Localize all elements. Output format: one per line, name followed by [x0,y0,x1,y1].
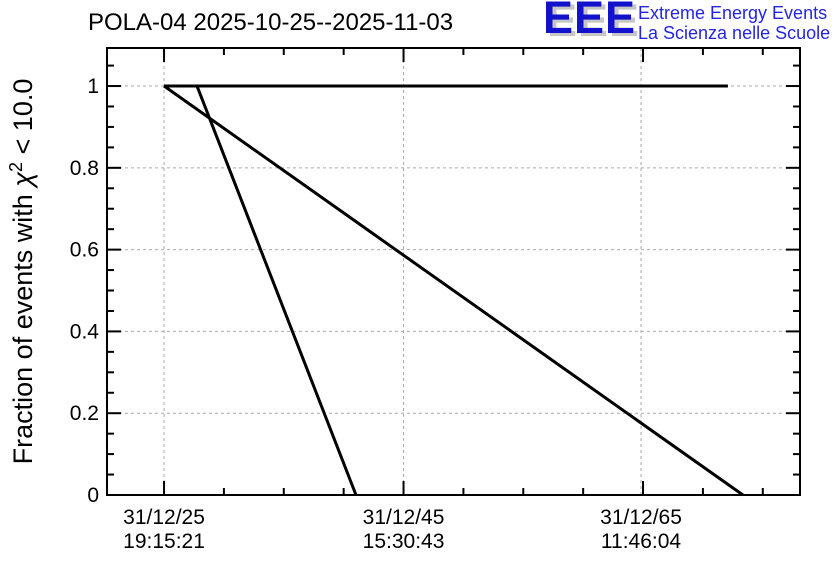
y-tick-label: 0.8 [70,157,99,180]
y-tick-label: 0 [87,484,99,507]
x-tick-date: 31/12/25 [123,506,205,529]
x-tick-date: 31/12/45 [363,506,445,529]
x-tick-time: 15:30:43 [363,530,445,553]
eee-logo-acronym: EEE [543,0,637,43]
eee-logo-tagline-1: Extreme Energy Events [638,3,828,23]
y-tick-label: 0.2 [70,402,99,425]
eee-logo: EEE Extreme Energy Events La Scienza nel… [541,0,836,48]
eee-logo-tagline-2: La Scienza nelle Scuole [638,23,831,43]
x-tick-time: 11:46:04 [601,530,682,553]
page-title: POLA-04 2025-10-25--2025-11-03 [88,9,454,36]
plot-frame [106,47,801,496]
x-tick-time: 19:15:21 [123,530,205,553]
series-line-fraction-steep-decline [195,85,358,496]
series-line-fraction-long-decline [163,84,744,497]
x-tick-date: 31/12/65 [600,506,682,529]
y-tick-label: 0.4 [70,320,100,343]
y-tick-label: 1 [87,75,99,98]
y-tick-label: 0.6 [70,239,99,262]
